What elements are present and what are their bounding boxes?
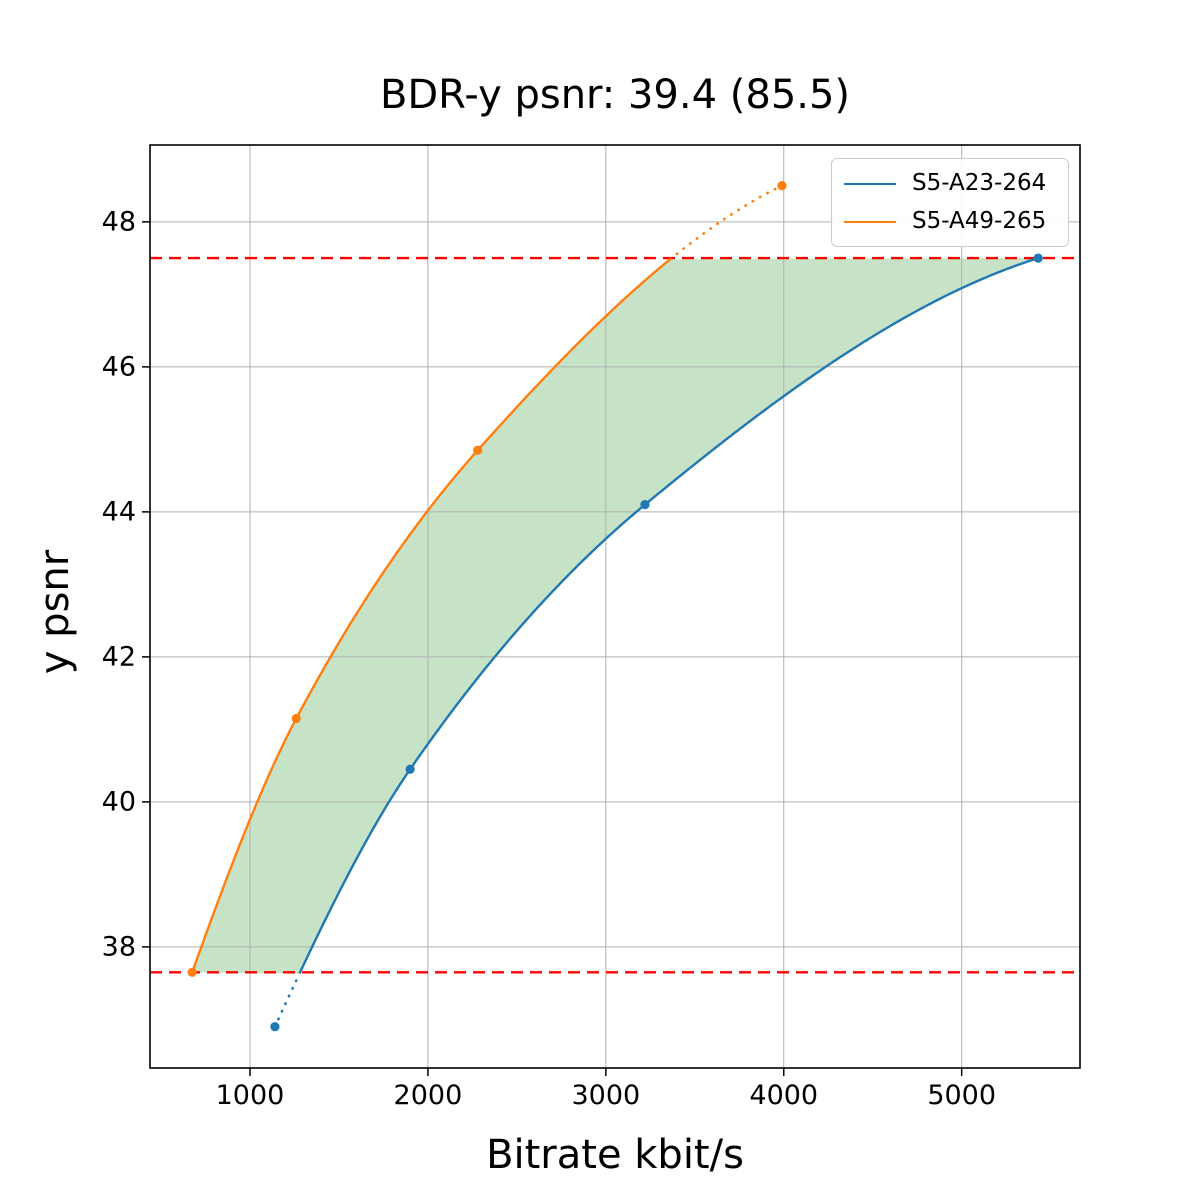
series-curve-dotted-S5-A23-264 bbox=[273, 972, 301, 1028]
data-point-S5-A23-264 bbox=[1033, 253, 1043, 263]
legend-label: S5-A49-265 bbox=[912, 208, 1047, 234]
legend-line-swatch-orange bbox=[844, 220, 896, 223]
legend-line-swatch-blue bbox=[844, 182, 896, 185]
x-tick-label-2000: 2000 bbox=[394, 1080, 463, 1111]
y-tick-label-46: 46 bbox=[102, 351, 136, 382]
data-point-S5-A49-265 bbox=[473, 445, 483, 455]
data-point-S5-A23-264 bbox=[405, 764, 415, 774]
x-tick-label-4000: 4000 bbox=[749, 1080, 818, 1111]
x-tick-label-1000: 1000 bbox=[216, 1080, 285, 1111]
x-axis-label: Bitrate kbit/s bbox=[486, 1132, 744, 1178]
y-tick-label-38: 38 bbox=[102, 931, 136, 962]
shaded-overlap-region bbox=[192, 258, 1039, 974]
series-curve-S5-A23-264 bbox=[298, 256, 1039, 975]
y-tick-label-44: 44 bbox=[102, 496, 136, 527]
axes-spines bbox=[149, 144, 1081, 1069]
y-axis-label: y psnr bbox=[32, 549, 78, 675]
x-tick-label-3000: 3000 bbox=[571, 1080, 640, 1111]
legend-item-s5-a49-265: S5-A49-265 bbox=[844, 208, 1056, 235]
legend-label: S5-A23-264 bbox=[912, 170, 1047, 196]
y-tick-label-48: 48 bbox=[102, 206, 136, 237]
data-point-S5-A49-265 bbox=[187, 967, 197, 977]
data-point-S5-A23-264 bbox=[270, 1022, 280, 1032]
x-tick-label-5000: 5000 bbox=[927, 1080, 996, 1111]
data-point-S5-A49-265 bbox=[291, 713, 301, 724]
series-curve-S5-A49-265 bbox=[191, 258, 672, 973]
y-tick-label-40: 40 bbox=[102, 786, 136, 817]
data-point-S5-A23-264 bbox=[640, 500, 650, 510]
legend-item-s5-a23-264: S5-A23-264 bbox=[844, 170, 1056, 197]
legend: S5-A23-264 S5-A49-265 bbox=[831, 158, 1069, 247]
y-tick-label-42: 42 bbox=[102, 641, 136, 672]
data-point-S5-A49-265 bbox=[777, 181, 787, 191]
chart-title: BDR-y psnr: 39.4 (85.5) bbox=[379, 72, 851, 118]
series-curve-dotted-S5-A49-265 bbox=[669, 184, 784, 261]
